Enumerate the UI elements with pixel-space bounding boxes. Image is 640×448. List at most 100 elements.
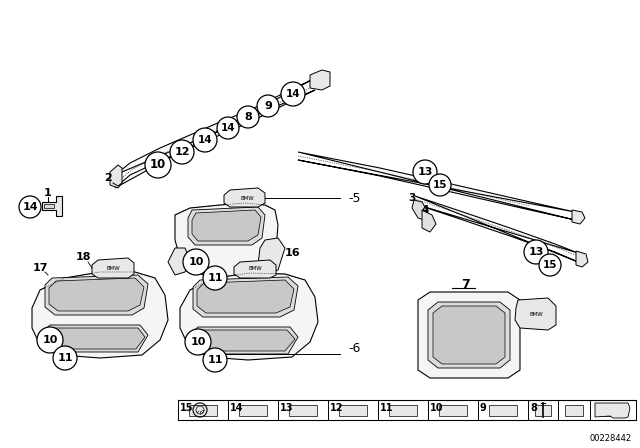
- Polygon shape: [234, 260, 276, 278]
- Text: 18: 18: [76, 252, 91, 262]
- Polygon shape: [115, 78, 315, 188]
- Polygon shape: [197, 280, 294, 313]
- Polygon shape: [192, 210, 261, 241]
- Polygon shape: [576, 251, 588, 267]
- Text: 3: 3: [408, 193, 415, 203]
- Bar: [339, 405, 367, 416]
- Text: 00228442: 00228442: [590, 434, 632, 443]
- Text: 8: 8: [244, 112, 252, 122]
- Polygon shape: [572, 210, 585, 224]
- Polygon shape: [415, 196, 578, 262]
- Circle shape: [524, 240, 548, 264]
- Polygon shape: [175, 203, 278, 280]
- Text: 4: 4: [421, 205, 429, 215]
- Text: 11: 11: [57, 353, 73, 363]
- Text: 10: 10: [42, 335, 58, 345]
- Polygon shape: [428, 302, 510, 368]
- Bar: [239, 405, 267, 416]
- Text: 14: 14: [22, 202, 38, 212]
- Polygon shape: [45, 275, 148, 315]
- Text: 12: 12: [174, 147, 189, 157]
- Polygon shape: [258, 238, 285, 275]
- Polygon shape: [168, 248, 190, 275]
- Text: 14: 14: [230, 403, 243, 413]
- Text: 13: 13: [417, 167, 433, 177]
- Polygon shape: [188, 207, 265, 245]
- Circle shape: [53, 346, 77, 370]
- Bar: [439, 405, 467, 416]
- Circle shape: [203, 266, 227, 290]
- Text: 14: 14: [285, 89, 300, 99]
- Circle shape: [281, 82, 305, 106]
- Text: 10: 10: [430, 403, 444, 413]
- Polygon shape: [44, 204, 54, 208]
- Text: -5: -5: [348, 191, 360, 204]
- Circle shape: [429, 174, 451, 196]
- Circle shape: [539, 254, 561, 276]
- Text: 8: 8: [530, 403, 537, 413]
- Text: 16: 16: [285, 248, 301, 258]
- Bar: [289, 405, 317, 416]
- Text: 15: 15: [433, 180, 447, 190]
- Circle shape: [217, 117, 239, 139]
- Text: 7: 7: [461, 277, 469, 290]
- Text: 15: 15: [543, 260, 557, 270]
- Bar: [600, 405, 626, 416]
- Bar: [565, 405, 583, 416]
- Polygon shape: [433, 306, 505, 364]
- Text: 1: 1: [44, 188, 52, 198]
- Circle shape: [185, 329, 211, 355]
- Circle shape: [19, 196, 41, 218]
- Text: 9: 9: [264, 101, 272, 111]
- Text: 17: 17: [32, 263, 48, 273]
- Circle shape: [183, 249, 209, 275]
- Text: 12: 12: [330, 403, 344, 413]
- Text: 13: 13: [280, 403, 294, 413]
- Text: 15: 15: [180, 403, 193, 413]
- Circle shape: [413, 160, 437, 184]
- Polygon shape: [42, 325, 148, 352]
- Text: 10: 10: [150, 159, 166, 172]
- Circle shape: [170, 140, 194, 164]
- Text: -6: -6: [348, 341, 360, 354]
- Text: BMW: BMW: [529, 311, 543, 316]
- Polygon shape: [412, 200, 428, 220]
- Text: 14: 14: [198, 135, 212, 145]
- Polygon shape: [180, 273, 318, 360]
- Bar: [189, 405, 217, 416]
- Polygon shape: [190, 327, 298, 354]
- Polygon shape: [92, 258, 134, 278]
- Text: 11: 11: [207, 355, 223, 365]
- Text: 14: 14: [221, 123, 236, 133]
- Bar: [389, 405, 417, 416]
- Polygon shape: [422, 210, 436, 232]
- Polygon shape: [110, 165, 122, 188]
- Circle shape: [145, 152, 171, 178]
- Text: 11: 11: [207, 273, 223, 283]
- Polygon shape: [418, 292, 520, 378]
- Text: BMW: BMW: [248, 267, 262, 271]
- Text: BMW: BMW: [106, 266, 120, 271]
- Polygon shape: [595, 403, 630, 418]
- Text: 13: 13: [528, 247, 544, 257]
- Circle shape: [203, 348, 227, 372]
- Circle shape: [237, 106, 259, 128]
- Polygon shape: [193, 277, 298, 317]
- Polygon shape: [195, 330, 295, 351]
- Polygon shape: [224, 188, 265, 207]
- Polygon shape: [47, 328, 145, 349]
- Text: BMW: BMW: [240, 195, 254, 201]
- Polygon shape: [515, 298, 556, 330]
- Circle shape: [257, 95, 279, 117]
- Polygon shape: [310, 70, 330, 90]
- Text: 11: 11: [380, 403, 394, 413]
- Polygon shape: [32, 272, 168, 358]
- Circle shape: [193, 128, 217, 152]
- Polygon shape: [298, 152, 575, 220]
- Text: 2: 2: [104, 173, 112, 183]
- Bar: [489, 405, 516, 416]
- Polygon shape: [49, 278, 144, 311]
- Polygon shape: [42, 196, 62, 216]
- Text: 10: 10: [188, 257, 204, 267]
- Text: 9: 9: [480, 403, 487, 413]
